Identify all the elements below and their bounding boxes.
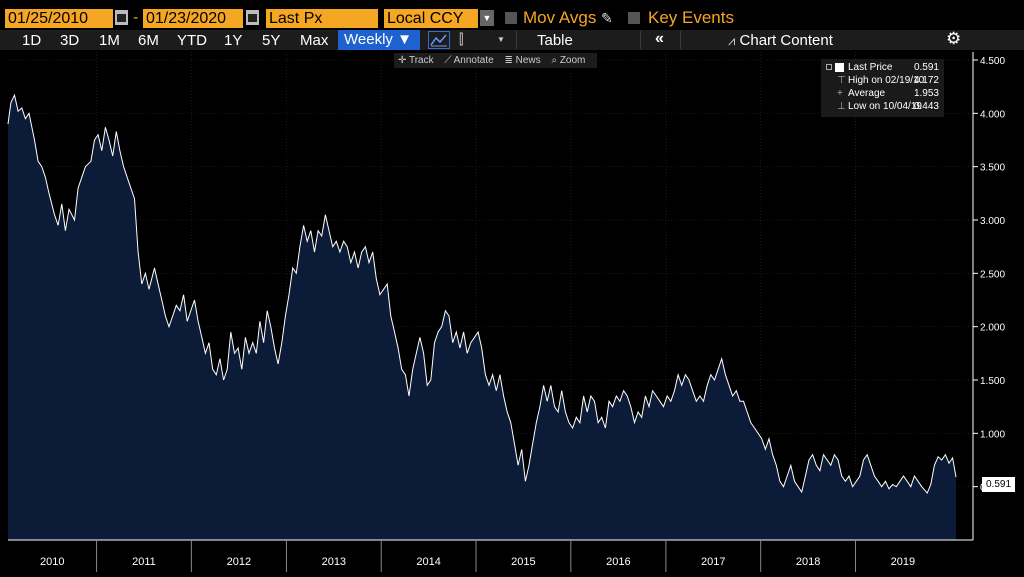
x-tick-label: 2014: [416, 556, 440, 568]
start-date-field[interactable]: 01/25/2010: [5, 9, 113, 28]
chart-content-icon: ⩘: [728, 33, 736, 48]
field-selector[interactable]: Last Px: [266, 9, 378, 28]
y-tick-label: 4.000: [980, 109, 1005, 120]
legend-minimize-icon[interactable]: [826, 64, 832, 70]
ohlc-bars-icon[interactable]: ⫿: [459, 31, 464, 47]
period-3d-button[interactable]: 3D: [60, 32, 80, 49]
legend-label: Last Price: [848, 62, 893, 73]
last-price-tag: 0.591: [982, 477, 1015, 492]
x-axis-band: [8, 541, 973, 573]
period-max-button[interactable]: Max: [300, 32, 329, 49]
period-1m-button[interactable]: 1M: [99, 32, 120, 49]
x-tick-label: 2013: [322, 556, 346, 568]
pencil-icon[interactable]: ✎: [601, 10, 613, 26]
legend-row-low: ⊥ Low on 10/04/19 0.443: [821, 100, 944, 113]
price-line: [7, 93, 957, 495]
y-tick-label: 1.500: [980, 376, 1005, 387]
currency-selector[interactable]: Local CCY: [384, 9, 478, 28]
annotate-tool[interactable]: ⟋ Annotate: [444, 55, 494, 66]
high-marker-icon: ⊤: [837, 75, 846, 86]
news-tool[interactable]: ≣ News: [504, 55, 541, 66]
chart-legend[interactable]: Last Price 0.591 ⊤ High on 02/19/10 4.17…: [821, 59, 944, 117]
legend-row-high: ⊤ High on 02/19/10 4.172: [821, 74, 944, 87]
period-toolbar: [0, 30, 1024, 50]
mov-avgs-label[interactable]: Mov Avgs: [523, 8, 597, 27]
frequency-dropdown[interactable]: Weekly ▼: [338, 30, 420, 50]
x-tick-label: 2012: [227, 556, 251, 568]
collapse-icon[interactable]: «: [655, 30, 664, 47]
line-chart-icon[interactable]: [428, 31, 450, 49]
period-ytd-button[interactable]: YTD: [177, 32, 207, 49]
legend-value: 4.172: [913, 75, 939, 86]
key-events-label[interactable]: Key Events: [648, 8, 734, 27]
toolbar-divider: [640, 31, 641, 49]
x-tick-label: 2018: [796, 556, 820, 568]
key-events-checkbox[interactable]: [628, 12, 640, 24]
average-marker-icon: +: [837, 88, 843, 99]
period-6m-button[interactable]: 6M: [138, 32, 159, 49]
y-tick-label: 1.000: [980, 429, 1005, 440]
y-tick-label: 3.000: [980, 216, 1005, 227]
legend-value: 0.443: [913, 101, 939, 112]
end-date-field[interactable]: 01/23/2020: [143, 9, 243, 28]
end-calendar-icon[interactable]: [246, 10, 259, 25]
start-calendar-icon[interactable]: [115, 10, 128, 25]
legend-value: 0.591: [913, 62, 939, 73]
legend-label: Low on 10/04/19: [848, 101, 922, 112]
y-tick-label: 2.000: [980, 323, 1005, 334]
legend-label: High on 02/19/10: [848, 75, 925, 86]
legend-label: Average: [848, 88, 886, 99]
last-price-swatch: [835, 63, 844, 72]
chart-type-dropdown-icon[interactable]: ▼: [497, 35, 505, 44]
y-tick-label: 4.500: [980, 56, 1005, 67]
chart-content-button[interactable]: ⩘ Chart Content: [728, 31, 833, 50]
date-separator: -: [133, 9, 139, 26]
chart-content-label: Chart Content: [739, 32, 833, 49]
legend-value: 1.953: [913, 88, 939, 99]
y-axis-ticks: 0.5001.0001.5002.0002.5003.0003.5004.000…: [973, 56, 1005, 494]
x-axis-ticks: 2010 2011 2012 2013 2014 2015 2016 2017 2018 2019: [40, 540, 915, 572]
period-5y-button[interactable]: 5Y: [262, 32, 281, 49]
x-tick-label: 2017: [701, 556, 725, 568]
period-1d-button[interactable]: 1D: [22, 32, 42, 49]
toolbar-divider: [680, 31, 681, 49]
y-tick-label: 3.500: [980, 163, 1005, 174]
period-1y-button[interactable]: 1Y: [224, 32, 243, 49]
currency-dropdown-icon[interactable]: ▼: [480, 10, 494, 26]
legend-row-average: + Average 1.953: [821, 87, 944, 100]
track-tool[interactable]: ✛ Track: [398, 55, 434, 66]
table-button[interactable]: Table: [537, 32, 573, 49]
x-tick-label: 2019: [891, 556, 915, 568]
legend-row-last: Last Price 0.591: [821, 61, 944, 74]
zoom-tool[interactable]: ⌕ Zoom: [551, 55, 586, 66]
gear-icon[interactable]: ⚙: [946, 29, 962, 48]
x-tick-label: 2016: [606, 556, 630, 568]
y-tick-label: 2.500: [980, 269, 1005, 280]
toolbar-divider: [516, 31, 517, 49]
low-marker-icon: ⊥: [837, 101, 846, 112]
mov-avgs-checkbox[interactable]: [505, 12, 517, 24]
price-area: [8, 95, 956, 540]
x-tick-label: 2015: [511, 556, 535, 568]
chart-tools-bar: ✛ Track ⟋ Annotate ≣ News ⌕ Zoom: [394, 53, 598, 68]
x-tick-label: 2011: [132, 556, 156, 568]
x-tick-label: 2010: [40, 556, 64, 568]
